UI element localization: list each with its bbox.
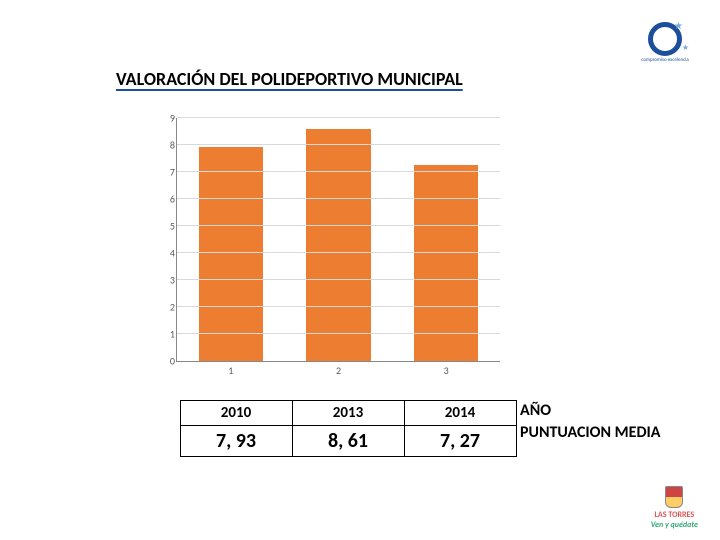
bar-2010 xyxy=(199,147,264,361)
ytick-label: 4 xyxy=(165,247,175,260)
plot-area: 1 2 3 0123456789 xyxy=(176,118,500,362)
value-cell: 7, 93 xyxy=(180,426,292,457)
ytick-label: 7 xyxy=(165,166,175,179)
side-line1: AÑO xyxy=(520,400,661,422)
gridline xyxy=(177,117,500,118)
side-line2: PUNTUACION MEDIA xyxy=(520,422,661,444)
gridline xyxy=(177,333,500,334)
gridline xyxy=(177,171,500,172)
value-cell: 8, 61 xyxy=(292,426,404,457)
ytick-label: 0 xyxy=(165,355,175,368)
shield-icon xyxy=(665,486,683,508)
gridline xyxy=(177,279,500,280)
bar-2014 xyxy=(414,165,479,361)
bar-2013 xyxy=(306,129,371,361)
bar-slot: 2 xyxy=(285,118,393,361)
blank-cell xyxy=(148,401,180,426)
blank-cell xyxy=(148,426,180,457)
ytick-label: 1 xyxy=(165,328,175,341)
bar-slot: 3 xyxy=(392,118,500,361)
municipality-logo: LAS TORRES Ven y quédate xyxy=(651,486,698,530)
logo-circle xyxy=(648,22,682,56)
ytick-label: 6 xyxy=(165,193,175,206)
ytick-label: 2 xyxy=(165,301,175,314)
logo-text: compromiso excelencia xyxy=(641,58,688,63)
commitment-logo: compromiso excelencia xyxy=(640,22,690,72)
year-cell: 2014 xyxy=(404,401,516,426)
xtick-label: 2 xyxy=(336,364,341,377)
year-cell: 2013 xyxy=(292,401,404,426)
ytick-label: 8 xyxy=(165,139,175,152)
logo-line2: Ven y quédate xyxy=(651,520,698,530)
xtick-label: 1 xyxy=(228,364,233,377)
bar-chart: 1 2 3 0123456789 xyxy=(162,118,500,380)
ytick-label: 3 xyxy=(165,274,175,287)
bars-container: 1 2 3 xyxy=(177,118,500,361)
page-title: VALORACIÓN DEL POLIDEPORTIVO MUNICIPAL xyxy=(116,68,463,90)
data-table: 2010 2013 2014 7, 93 8, 61 7, 27 xyxy=(148,400,517,457)
gridline xyxy=(177,144,500,145)
gridline xyxy=(177,252,500,253)
value-cell: 7, 27 xyxy=(404,426,516,457)
bar-slot: 1 xyxy=(177,118,285,361)
gridline xyxy=(177,198,500,199)
ytick-label: 5 xyxy=(165,220,175,233)
side-labels: AÑO PUNTUACION MEDIA xyxy=(520,400,661,443)
xtick-label: 3 xyxy=(444,364,449,377)
ytick-label: 9 xyxy=(165,112,175,125)
gridline xyxy=(177,306,500,307)
logo-line1: LAS TORRES xyxy=(651,510,698,520)
year-cell: 2010 xyxy=(180,401,292,426)
gridline xyxy=(177,225,500,226)
